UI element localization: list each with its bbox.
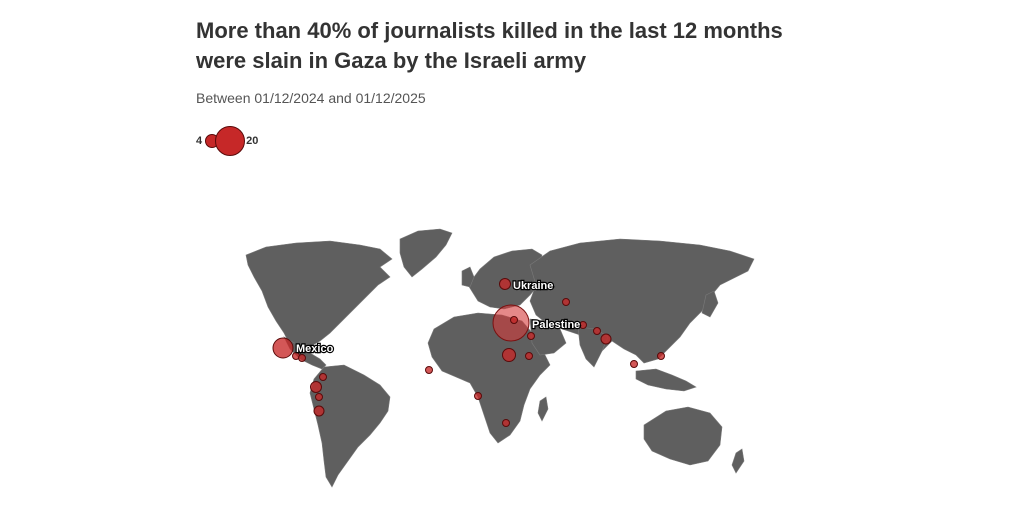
bubble-peru-north xyxy=(315,393,323,401)
australia xyxy=(643,406,723,466)
great-britain xyxy=(461,266,475,288)
bubble-yemen xyxy=(527,332,535,340)
bubble-guatemala xyxy=(298,354,306,362)
bubble-philippines xyxy=(657,352,665,360)
size-legend: 4 20 xyxy=(196,124,258,158)
bubble-palestine xyxy=(492,304,530,342)
legend-max-label: 20 xyxy=(246,135,259,147)
bubble-peru xyxy=(313,405,325,417)
bubble-palestine-center xyxy=(510,316,518,324)
bubble-pakistan xyxy=(579,321,587,329)
world-map: Ukraine Palestine Mexico xyxy=(245,228,755,488)
greenland xyxy=(399,228,453,278)
bubble-mozambique xyxy=(502,419,510,427)
bubble-afghanistan xyxy=(562,298,570,306)
new-zealand xyxy=(731,448,745,474)
madagascar xyxy=(537,396,549,422)
label-ukraine: Ukraine xyxy=(513,280,553,292)
bubble-nepal xyxy=(593,327,601,335)
south-america xyxy=(309,364,391,488)
bubble-liberia xyxy=(425,366,433,374)
arabian-peninsula xyxy=(529,318,567,356)
bubble-ukraine xyxy=(499,278,511,290)
bubble-myanmar xyxy=(630,360,638,368)
label-mexico: Mexico xyxy=(296,343,334,355)
label-palestine: Palestine xyxy=(532,319,580,331)
bubble-somalia xyxy=(525,352,533,360)
bubble-bangladesh xyxy=(600,333,612,345)
bubble-ecuador xyxy=(310,381,322,393)
legend-bubbles xyxy=(205,126,246,156)
bubble-mexico xyxy=(272,337,294,359)
southeast-asia-islands xyxy=(635,368,697,392)
legend-large-bubble xyxy=(215,126,246,156)
legend-min-label: 4 xyxy=(196,135,203,147)
bubble-colombia xyxy=(319,373,327,381)
north-america xyxy=(245,240,393,354)
japan xyxy=(701,290,719,318)
chart-subtitle: Between 01/12/2024 and 01/12/2025 xyxy=(196,90,426,106)
bubble-sudan xyxy=(502,348,516,362)
chart-title: More than 40% of journalists killed in t… xyxy=(196,18,783,73)
bubble-drc xyxy=(474,392,482,400)
